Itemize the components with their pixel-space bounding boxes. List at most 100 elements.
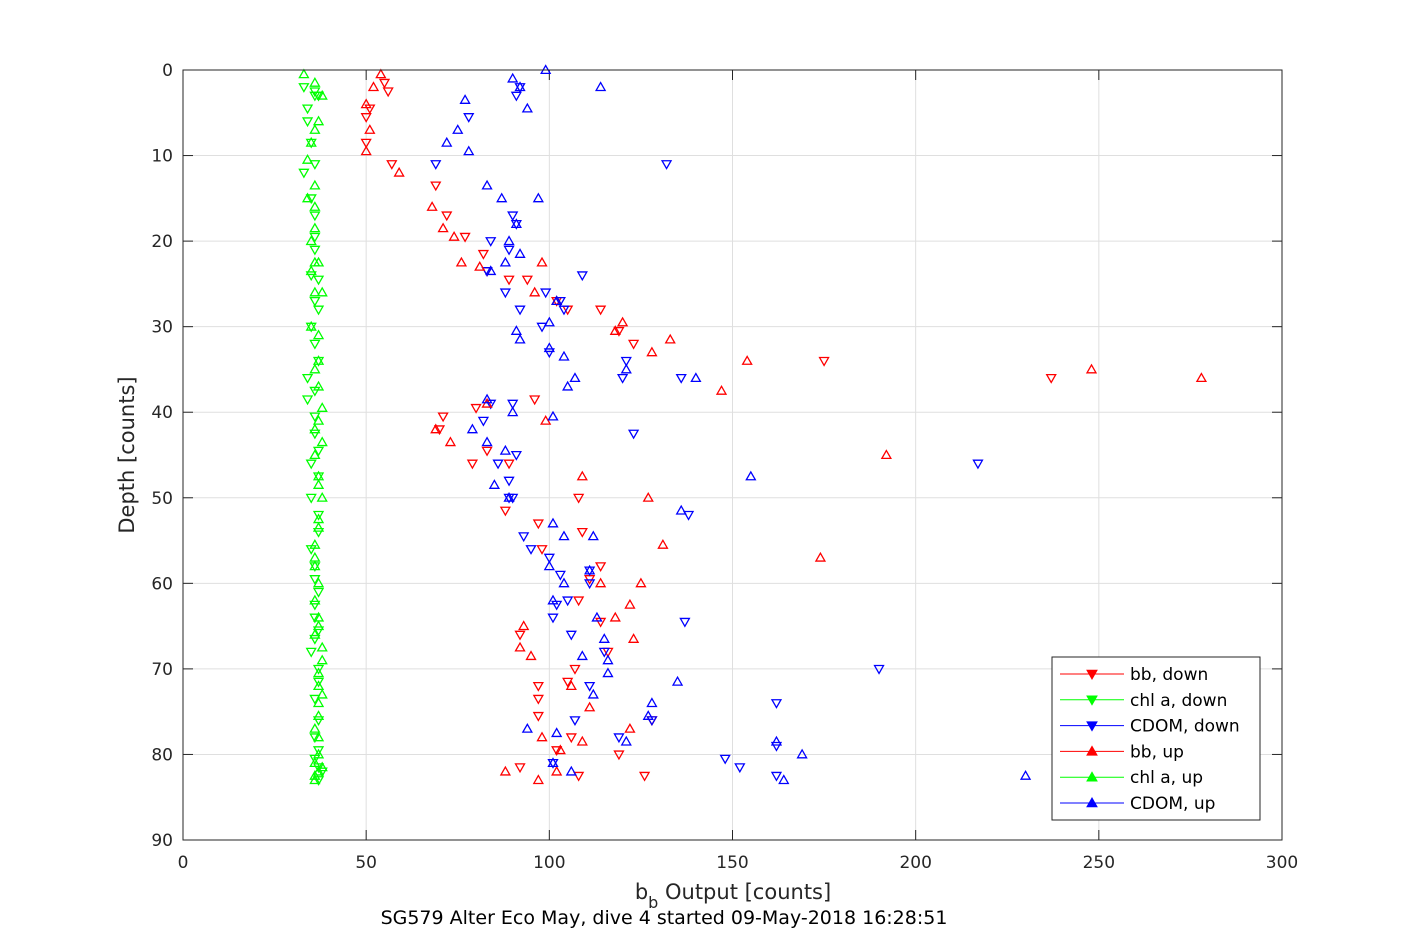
data-point	[312, 510, 325, 521]
data-point	[298, 83, 310, 93]
data-point	[459, 94, 471, 104]
data-point	[642, 710, 654, 720]
data-point	[309, 613, 321, 624]
data-point	[675, 373, 687, 384]
legend-swatch-marker	[1086, 745, 1098, 756]
data-point	[569, 716, 581, 727]
data-point	[594, 305, 607, 316]
data-point	[309, 733, 321, 744]
data-point	[433, 425, 446, 436]
data-point	[437, 222, 449, 233]
data-point	[316, 436, 328, 447]
data-point	[305, 493, 317, 504]
data-point	[514, 248, 526, 258]
data-point	[565, 630, 577, 641]
data-point	[496, 192, 508, 203]
data-point	[532, 519, 544, 530]
legend-label: bb, up	[1130, 742, 1184, 762]
data-point	[576, 650, 588, 661]
data-point	[309, 757, 321, 768]
data-point	[543, 348, 555, 359]
data-point	[312, 305, 325, 316]
data-point	[551, 727, 563, 738]
data-point	[507, 399, 519, 410]
plot-frame	[182, 69, 1283, 841]
data-point	[309, 694, 321, 705]
data-point	[466, 423, 479, 434]
data-point	[360, 98, 372, 109]
data-point	[584, 579, 596, 590]
data-point	[466, 459, 479, 470]
data-point	[521, 102, 533, 113]
data-point	[386, 160, 398, 170]
x-axis-label: bb Output [counts]	[635, 880, 831, 912]
data-point	[620, 735, 632, 746]
data-point	[312, 587, 325, 598]
legend-swatch-marker	[1086, 796, 1098, 808]
y-tick-label: 60	[151, 574, 173, 594]
data-point	[682, 510, 695, 521]
data-point	[481, 446, 493, 457]
x-tick-label: 150	[716, 853, 748, 873]
data-point	[562, 677, 574, 688]
data-point	[529, 395, 541, 406]
data-point	[518, 532, 530, 543]
data-point	[312, 355, 325, 365]
data-point	[485, 237, 497, 247]
data-point	[312, 748, 325, 759]
data-point	[565, 680, 577, 691]
data-point	[664, 333, 676, 344]
data-point	[481, 267, 493, 277]
data-point	[562, 380, 574, 391]
data-point	[364, 124, 376, 134]
data-point	[598, 647, 610, 658]
y-axis-label: Depth [counts]	[115, 376, 139, 533]
data-point	[312, 677, 325, 688]
data-point	[543, 316, 555, 327]
data-point	[305, 136, 317, 147]
data-point	[972, 459, 984, 470]
data-point	[551, 746, 563, 756]
y-tick-label: 30	[151, 318, 173, 338]
data-point	[309, 560, 321, 571]
data-point	[690, 372, 702, 383]
data-point	[609, 611, 621, 622]
data-point	[514, 763, 526, 774]
data-point	[367, 81, 380, 92]
data-point	[547, 410, 559, 421]
data-point	[657, 539, 669, 549]
data-point	[547, 757, 559, 768]
data-point	[624, 598, 636, 609]
x-axis-label-subscript: b	[648, 893, 658, 912]
data-point	[507, 406, 519, 417]
data-point	[734, 763, 746, 774]
data-point	[565, 765, 577, 776]
chart-caption: SG579 Alter Eco May, dive 4 started 09-M…	[381, 907, 948, 929]
data-point	[525, 545, 537, 555]
data-point	[770, 699, 783, 709]
data-point	[312, 521, 325, 532]
data-point	[591, 611, 603, 622]
data-point	[594, 562, 607, 573]
data-point	[309, 770, 321, 780]
data-point	[1085, 363, 1098, 374]
legend-box	[1051, 656, 1261, 821]
data-point	[562, 596, 574, 607]
data-point	[309, 423, 321, 434]
data-point	[459, 232, 471, 243]
data-point	[642, 491, 654, 502]
data-point	[309, 179, 321, 190]
data-point	[309, 722, 321, 733]
data-point	[547, 594, 559, 605]
data-point	[312, 256, 325, 267]
data-point	[514, 305, 526, 316]
data-point	[613, 326, 625, 337]
legend-entry: bb, up	[1060, 742, 1184, 762]
data-point	[499, 288, 511, 299]
data-point	[312, 115, 325, 126]
data-point	[430, 160, 442, 170]
data-point	[312, 329, 325, 340]
y-tick-labels: 0 10 20 30 40 50 60 70 80 90	[151, 61, 173, 851]
legend-label: CDOM, down	[1130, 717, 1240, 737]
legend-entry: CDOM, down	[1060, 717, 1240, 737]
